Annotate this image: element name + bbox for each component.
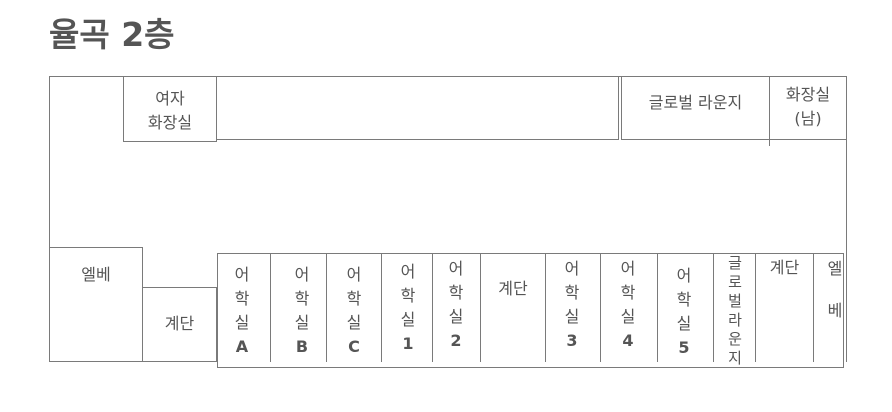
- classroom-3-code: 3: [566, 331, 578, 350]
- classroom-2-char: 학: [448, 283, 464, 302]
- classroom-4-char: 실: [620, 307, 636, 326]
- classroom-1-code: 1: [402, 334, 414, 353]
- classroom-4: 어 학 실 4: [613, 257, 643, 353]
- divider: [600, 253, 601, 362]
- room-top-corridor-block: [216, 76, 619, 140]
- mens-restroom-wall-extension: [769, 138, 770, 146]
- classroom-1: 어 학 실 1: [393, 260, 423, 356]
- elevator-right-char: 엘: [827, 259, 843, 278]
- classroom-3-char: 실: [564, 307, 580, 326]
- classroom-5-char: 실: [676, 314, 692, 333]
- classroom-a-code: A: [235, 337, 249, 356]
- classroom-a-char: 어: [234, 265, 250, 284]
- classroom-c-char: 어: [346, 265, 362, 284]
- classroom-a-char: 학: [234, 289, 250, 308]
- classroom-2: 어 학 실 2: [441, 257, 471, 353]
- room-womens-restroom: 여자 화장실: [123, 76, 217, 142]
- room-elevator-left: 엘베: [49, 247, 143, 362]
- classroom-3-char: 어: [564, 259, 580, 278]
- classroom-1-char: 어: [400, 262, 416, 281]
- room-womens-restroom-label-2: 화장실: [147, 113, 193, 132]
- classroom-a-char: 실: [234, 313, 250, 332]
- classroom-4-char: 어: [620, 259, 636, 278]
- outer-wall-right: [846, 76, 847, 362]
- classroom-c-char: 실: [346, 313, 362, 332]
- classroom-b: 어 학 실 B: [287, 263, 317, 359]
- global-lounge-char: 벌: [728, 292, 742, 310]
- room-elevator-left-label: 엘베: [81, 265, 111, 284]
- classroom-c-code: C: [348, 337, 360, 356]
- divider: [381, 253, 382, 362]
- classroom-5: 어 학 실 5: [669, 264, 699, 360]
- divider: [755, 253, 756, 362]
- classroom-5-char: 학: [676, 290, 692, 309]
- global-lounge-char: 라: [728, 311, 742, 329]
- room-stairs-left-label: 계단: [164, 314, 195, 333]
- classroom-1-char: 실: [400, 310, 416, 329]
- classroom-3: 어 학 실 3: [557, 257, 587, 353]
- classroom-2-char: 실: [448, 307, 464, 326]
- room-mens-restroom-label-2: (남): [794, 109, 822, 128]
- divider: [545, 253, 546, 362]
- classroom-a: 어 학 실 A: [227, 263, 257, 359]
- room-stairs-left: 계단: [142, 287, 217, 362]
- elevator-right-char: 베: [827, 301, 843, 320]
- classroom-1-char: 학: [400, 286, 416, 305]
- divider: [432, 253, 433, 362]
- global-lounge-char: 운: [728, 330, 742, 348]
- divider: [326, 253, 327, 362]
- classroom-b-char: 실: [294, 313, 310, 332]
- room-global-lounge-label: 글로벌 라운지: [648, 93, 743, 112]
- global-lounge-char: 글: [728, 254, 742, 272]
- divider: [480, 253, 481, 362]
- room-stairs-middle-label: 계단: [498, 279, 528, 298]
- classroom-b-char: 어: [294, 265, 310, 284]
- divider: [657, 253, 658, 362]
- room-mens-restroom: 화장실 (남): [769, 76, 847, 140]
- classroom-b-code: B: [295, 337, 309, 356]
- room-global-lounge: 글로벌 라운지: [621, 76, 770, 140]
- page-title: 율곡 2층: [49, 15, 175, 54]
- outer-wall-left: [49, 76, 50, 362]
- classroom-5-code: 5: [678, 338, 690, 357]
- divider: [270, 253, 271, 362]
- room-elevator-right: 엘 베: [820, 248, 850, 332]
- global-lounge-char: 로: [728, 273, 742, 291]
- classroom-3-char: 학: [564, 283, 580, 302]
- divider: [713, 253, 714, 362]
- room-womens-restroom-label-1: 여자: [155, 89, 185, 108]
- global-lounge-char: 지: [728, 349, 742, 367]
- classroom-c-char: 학: [346, 289, 362, 308]
- room-global-lounge-vertical: 글 로 벌 라 운 지: [720, 254, 750, 368]
- classroom-5-char: 어: [676, 266, 692, 285]
- room-stairs-right-label: 계단: [769, 258, 800, 277]
- classroom-2-char: 어: [448, 259, 464, 278]
- classroom-4-char: 학: [620, 283, 636, 302]
- classroom-2-code: 2: [450, 331, 462, 350]
- classroom-strip: [217, 253, 844, 368]
- classroom-c: 어 학 실 C: [339, 263, 369, 359]
- room-mens-restroom-label-1: 화장실: [785, 85, 831, 104]
- divider: [813, 253, 814, 362]
- outer-wall-bottom: [49, 361, 217, 362]
- classroom-4-code: 4: [622, 331, 634, 350]
- classroom-b-char: 학: [294, 289, 310, 308]
